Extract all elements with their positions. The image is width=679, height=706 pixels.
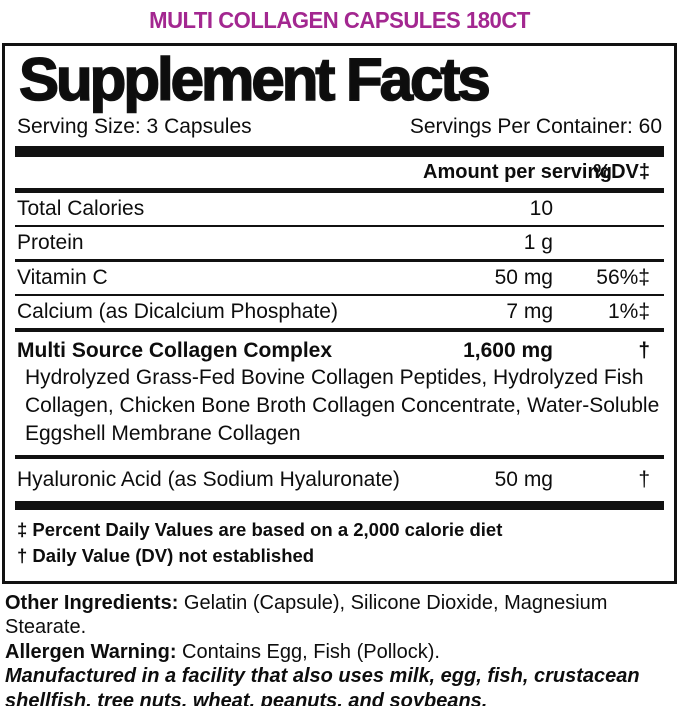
additional-info: Other Ingredients: Gelatin (Capsule), Si… — [0, 584, 679, 706]
collagen-complex-row: Multi Source Collagen Complex 1,600 mg † — [15, 332, 664, 364]
nutrient-amount: 50 mg — [494, 265, 553, 289]
nutrient-row-hyaluronic-acid: Hyaluronic Acid (as Sodium Hyaluronate) … — [15, 459, 664, 501]
column-header-row: Amount per serving %DV‡ — [15, 157, 664, 188]
other-ingredients-text: Gelatin (Capsule), Silicone Dioxide, Mag… — [5, 591, 608, 639]
nutrient-row-vitamin-c: Vitamin C 50 mg 56%‡ — [15, 262, 664, 294]
divider-medium-hyaluronic — [15, 454, 664, 459]
servings-per-container: Servings Per Container: 60 — [409, 114, 662, 138]
other-ingredients: Other Ingredients: Gelatin (Capsule), Si… — [5, 591, 671, 640]
nutrient-row-total-calories: Total Calories 10 — [15, 193, 664, 225]
footnote-daily-value: † Daily Value (DV) not established — [17, 544, 315, 566]
product-title: MULTI COLLAGEN CAPSULES 180CT — [149, 7, 530, 33]
nutrient-row-protein: Protein 1 g — [15, 227, 664, 259]
nutrient-name: Protein — [17, 230, 84, 254]
nutrient-name: Calcium (as Dicalcium Phosphate) — [17, 299, 338, 323]
nutrient-dv: † — [638, 467, 650, 491]
footnotes: ‡ Percent Daily Values are based on a 2,… — [15, 510, 664, 574]
column-header-dv: %DV‡ — [593, 160, 650, 183]
nutrient-dv: 56%‡ — [596, 265, 650, 289]
footnote-percent-dv: ‡ Percent Daily Values are based on a 2,… — [17, 518, 503, 540]
column-header-amount: Amount per serving — [423, 160, 612, 183]
complex-amount: 1,600 mg — [463, 338, 553, 362]
divider-thick-bottom — [15, 500, 664, 510]
divider-thick-top — [15, 145, 664, 157]
serving-size: Serving Size: 3 Capsules — [17, 114, 252, 138]
nutrient-name: Total Calories — [17, 196, 145, 220]
facility-warning: Manufactured in a facility that also use… — [5, 665, 640, 706]
complex-dv: † — [638, 338, 650, 362]
allergen-warning: Allergen Warning: Contains Egg, Fish (Po… — [5, 640, 671, 665]
nutrient-row-calcium: Calcium (as Dicalcium Phosphate) 7 mg 1%… — [15, 296, 664, 328]
divider-thin — [15, 293, 664, 296]
other-ingredients-label: Other Ingredients: — [5, 591, 179, 614]
divider-thin — [15, 224, 664, 227]
nutrient-amount: 7 mg — [506, 299, 553, 323]
nutrient-name: Vitamin C — [17, 265, 108, 289]
panel-heading: Supplement Facts — [18, 46, 491, 113]
allergen-warning-text: Contains Egg, Fish (Pollock). — [176, 640, 440, 663]
nutrient-amount: 1 g — [523, 230, 553, 254]
nutrient-name: Hyaluronic Acid (as Sodium Hyaluronate) — [17, 467, 400, 491]
nutrient-amount: 10 — [529, 196, 553, 220]
divider-medium-header — [15, 187, 664, 193]
divider-thin — [15, 258, 664, 262]
nutrient-dv: 1%‡ — [607, 299, 650, 323]
supplement-facts-panel: Supplement Facts Serving Size: 3 Capsule… — [2, 43, 677, 584]
complex-name: Multi Source Collagen Complex — [17, 338, 333, 362]
nutrient-amount: 50 mg — [494, 467, 553, 491]
complex-description: Hydrolyzed Grass-Fed Bovine Collagen Pep… — [25, 365, 660, 445]
allergen-warning-label: Allergen Warning: — [5, 640, 177, 663]
divider-medium-complex — [15, 327, 664, 332]
serving-info-row: Serving Size: 3 Capsules Servings Per Co… — [15, 112, 664, 146]
